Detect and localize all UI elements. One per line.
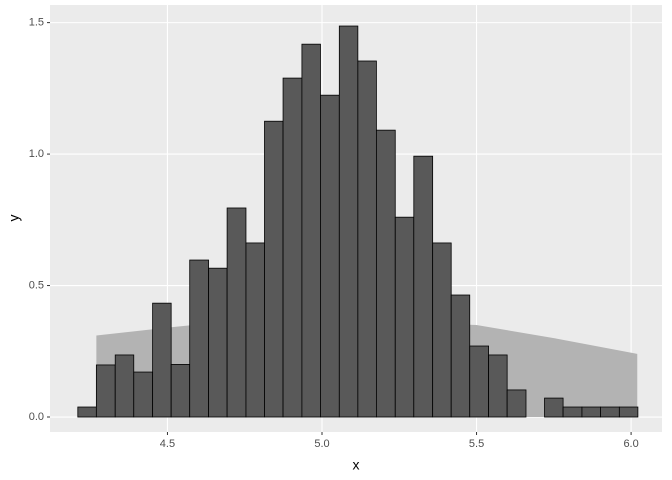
x-tick-label: 4.5	[160, 438, 175, 450]
bar	[95, 364, 116, 418]
bar	[152, 302, 172, 418]
bar	[357, 60, 377, 418]
bar	[189, 259, 209, 418]
x-tick-label: 5.0	[314, 438, 329, 450]
bar	[432, 242, 452, 418]
bar	[338, 25, 359, 418]
bar	[320, 94, 340, 418]
y-axis-title: y	[6, 215, 22, 222]
y-tick-label: 0.0	[29, 411, 44, 423]
bar	[618, 406, 639, 418]
bar	[114, 354, 135, 418]
bar	[469, 345, 489, 418]
bar	[488, 354, 508, 418]
bar	[375, 129, 396, 418]
bar	[581, 406, 601, 418]
y-tick-label: 1.5	[29, 17, 44, 29]
bar	[264, 120, 284, 418]
bar	[600, 406, 620, 418]
x-tick-label: 5.5	[469, 438, 484, 450]
x-axis-title: x	[353, 457, 360, 473]
bar	[226, 207, 247, 418]
bar	[413, 155, 434, 418]
bar	[77, 406, 97, 418]
y-tick-label: 0.5	[29, 279, 44, 291]
bar	[208, 267, 228, 418]
bar	[282, 77, 303, 418]
bar	[301, 43, 321, 418]
bar	[506, 389, 527, 418]
bar	[544, 397, 564, 418]
bar	[394, 216, 415, 418]
bar	[562, 406, 583, 418]
x-tick-label: 6.0	[623, 438, 638, 450]
bar	[245, 242, 265, 418]
y-tick-label: 1.0	[29, 148, 44, 160]
bar	[450, 294, 471, 418]
bar	[170, 364, 191, 418]
bar	[133, 371, 154, 418]
